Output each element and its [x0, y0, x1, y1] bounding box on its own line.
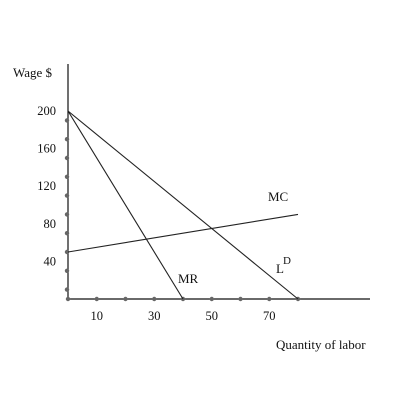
- mc-line: [68, 214, 298, 252]
- y-tick-label: 40: [44, 254, 57, 268]
- y-axis-dot: [65, 269, 69, 273]
- y-axis-label: Wage $: [13, 65, 53, 80]
- mr-line: [68, 111, 183, 299]
- x-axis-dot: [66, 297, 70, 301]
- y-tick-label: 80: [44, 217, 57, 231]
- y-tick-label: 200: [37, 104, 56, 118]
- mr-label: MR: [178, 271, 199, 286]
- y-axis-dot: [65, 193, 69, 197]
- y-tick-label: 120: [37, 179, 56, 193]
- axes: [68, 64, 370, 299]
- ld-label-superscript: D: [283, 255, 291, 267]
- y-axis-dot: [65, 156, 69, 160]
- tick-labels: 10 30 50 70 40 80 120 160 200: [37, 104, 275, 323]
- x-tick-label: 30: [148, 309, 161, 323]
- x-axis-dot: [267, 297, 271, 301]
- x-axis-dot: [210, 297, 214, 301]
- x-axis-dot: [95, 297, 99, 301]
- mc-label: MC: [268, 189, 288, 204]
- y-axis-dot: [65, 231, 69, 235]
- x-tick-label: 50: [206, 309, 219, 323]
- x-axis-label: Quantity of labor: [276, 337, 366, 352]
- x-axis-dot: [152, 297, 156, 301]
- y-axis-dot: [65, 118, 69, 122]
- y-tick-label: 160: [37, 142, 56, 156]
- x-axis-dot: [238, 297, 242, 301]
- y-axis-dot: [65, 175, 69, 179]
- y-axis-dot: [65, 287, 69, 291]
- x-axis-dot: [123, 297, 127, 301]
- y-axis-dot: [65, 137, 69, 141]
- y-axis-dot: [65, 212, 69, 216]
- x-tick-label: 10: [91, 309, 104, 323]
- x-tick-label: 70: [263, 309, 276, 323]
